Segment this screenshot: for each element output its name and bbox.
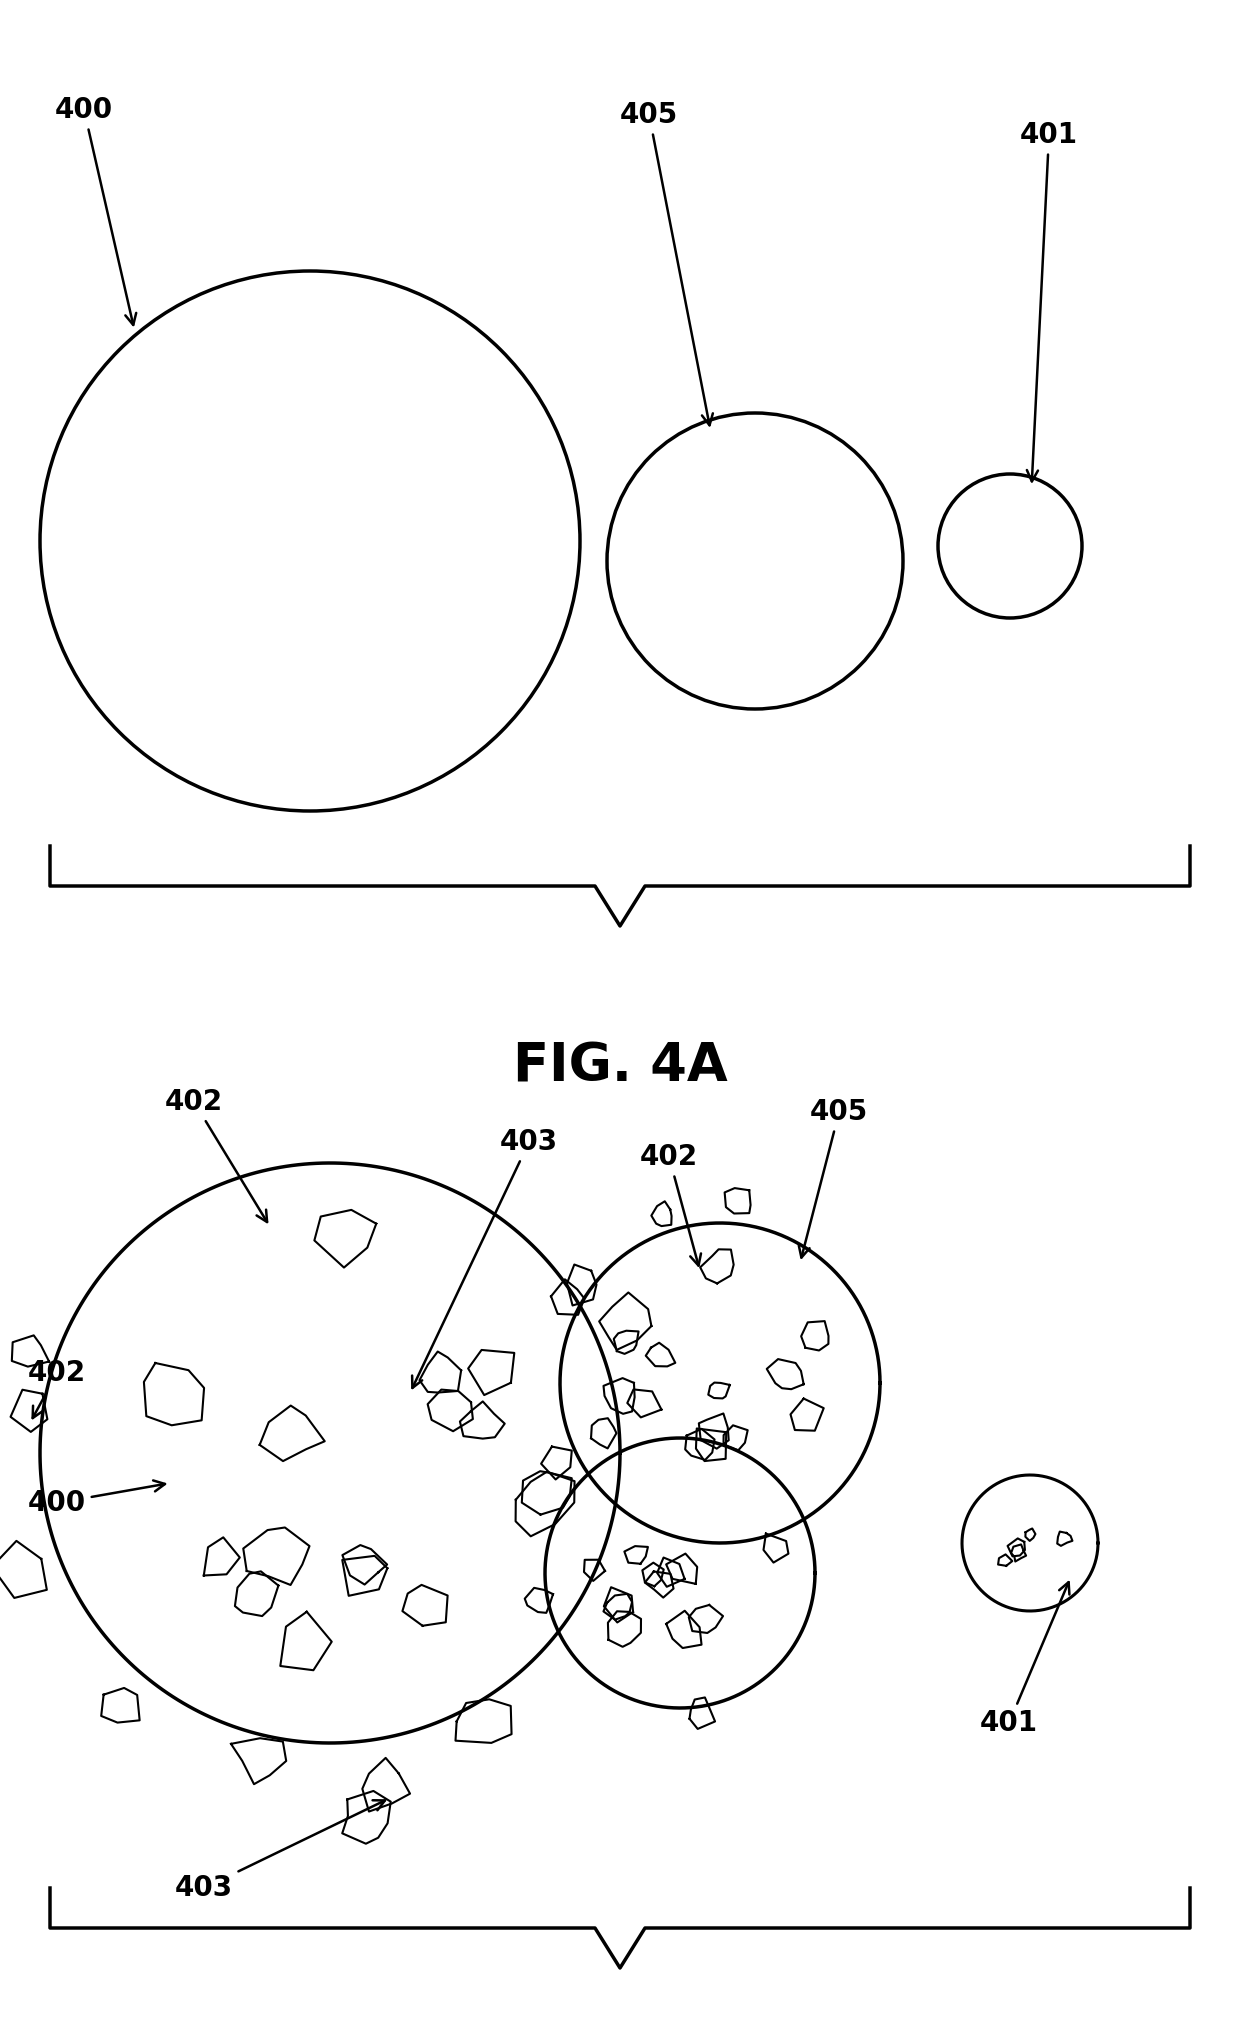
Text: 401: 401 (1021, 121, 1078, 482)
Text: 402: 402 (165, 1087, 267, 1222)
Text: FIG. 4A: FIG. 4A (512, 1040, 728, 1094)
Text: 400: 400 (29, 1480, 165, 1517)
Text: 402: 402 (29, 1359, 86, 1419)
Text: 401: 401 (980, 1582, 1069, 1737)
Text: 405: 405 (799, 1098, 868, 1257)
Text: 400: 400 (55, 96, 136, 325)
Text: 402: 402 (640, 1143, 701, 1265)
Text: 403: 403 (412, 1128, 558, 1388)
Text: 403: 403 (175, 1801, 384, 1903)
Text: 405: 405 (620, 100, 713, 425)
